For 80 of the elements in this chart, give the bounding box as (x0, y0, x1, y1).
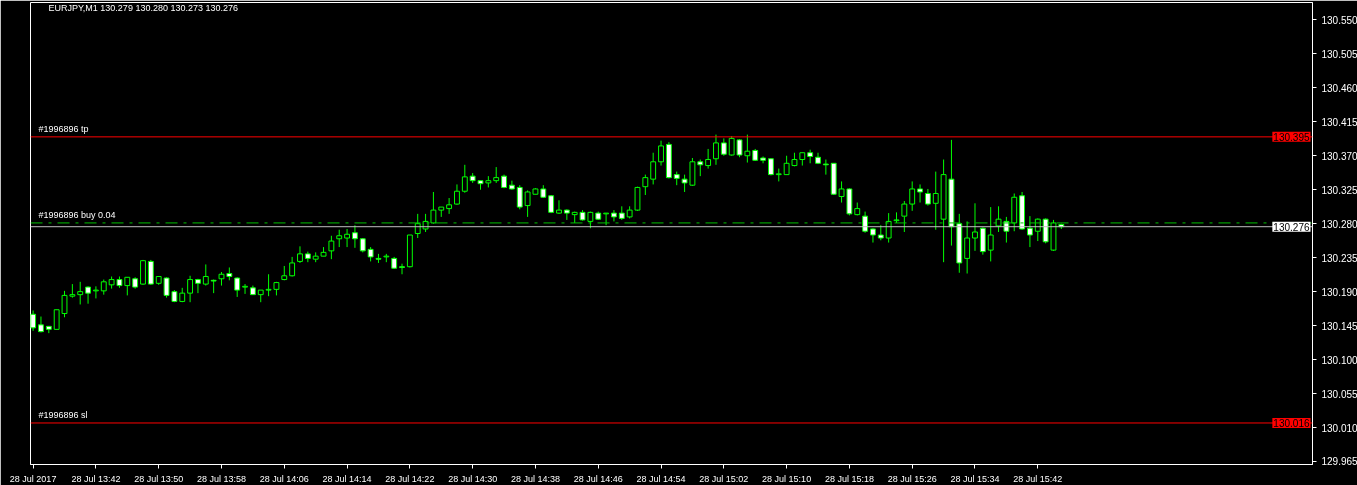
y-tick-label: 129.965 (1321, 456, 1357, 468)
candlestick (611, 209, 617, 222)
candlestick (885, 212, 892, 244)
x-tick-label: 28 Jul 15:02 (699, 473, 749, 484)
y-tick-label: 130.505 (1321, 48, 1357, 60)
candlestick (242, 283, 248, 295)
candlestick (351, 224, 358, 249)
candlestick (713, 134, 719, 166)
y-tick-label: 130.190 (1321, 286, 1357, 298)
candlestick (642, 174, 649, 196)
y-tick-label: 130.325 (1321, 184, 1357, 196)
candlestick (147, 259, 154, 286)
candlestick (987, 206, 994, 262)
x-tick-label: 28 Jul 15:10 (762, 473, 812, 484)
candlestick (932, 171, 939, 231)
x-tick-label: 28 Jul 14:14 (322, 473, 372, 484)
y-tick-label: 130.415 (1321, 116, 1357, 128)
x-tick-label: 28 Jul 14:38 (510, 473, 560, 484)
candlestick (901, 200, 908, 233)
x-tick-label: 28 Jul 14:06 (259, 473, 309, 484)
candlestick (446, 197, 453, 215)
ref-line-label: #1996896 buy 0.04 (38, 209, 116, 220)
candlestick (187, 275, 194, 303)
x-tick-label: 28 Jul 14:46 (573, 473, 623, 484)
candlestick (92, 285, 99, 299)
candlestick (289, 256, 296, 278)
candlestick (454, 183, 460, 206)
candlestick (650, 152, 657, 185)
y-tick-label: 130.055 (1321, 388, 1357, 400)
annotation: 130.016 (1273, 417, 1310, 429)
x-tick-label: 28 Jul 2017 (9, 473, 57, 484)
x-tick-label: 28 Jul 14:54 (636, 473, 686, 484)
annotation: 130.395 (1273, 131, 1310, 143)
candlestick (658, 140, 664, 167)
candlestick (140, 259, 146, 286)
candlestick (705, 148, 712, 170)
y-tick-label: 130.010 (1321, 422, 1357, 434)
candlestick (917, 183, 923, 204)
candlestick (516, 184, 523, 210)
chart-title: EURJPY,M1 130.279 130.280 130.273 130.276 (48, 2, 238, 13)
ref-line-label: #1996896 tp (38, 123, 89, 134)
x-tick-label: 28 Jul 15:34 (950, 473, 1000, 484)
y-tick-label: 130.370 (1321, 150, 1357, 162)
candlestick (85, 285, 91, 305)
candlestick (77, 281, 84, 305)
candlestick (862, 211, 869, 234)
candlestick (1027, 215, 1033, 248)
candlestick (909, 180, 916, 212)
y-tick-label: 130.235 (1321, 252, 1357, 264)
candlestick (234, 276, 241, 298)
y-tick-label: 130.145 (1321, 320, 1357, 332)
candlestick (634, 186, 641, 212)
x-tick-label: 28 Jul 15:42 (1013, 473, 1063, 484)
candlestick (556, 199, 562, 215)
x-tick-label: 28 Jul 13:42 (71, 473, 121, 484)
candlestick (202, 263, 209, 287)
ref-line-label: #1996896 sl (38, 409, 88, 420)
candlestick (979, 226, 986, 256)
candlestick (964, 220, 971, 275)
y-tick-label: 130.100 (1321, 354, 1357, 366)
x-tick-label: 28 Jul 14:30 (448, 473, 498, 484)
y-tick-label: 130.550 (1321, 14, 1357, 26)
candlestick (399, 263, 405, 275)
candlestick (461, 164, 468, 194)
x-tick-label: 28 Jul 13:58 (196, 473, 247, 484)
x-tick-label: 28 Jul 13:50 (134, 473, 184, 484)
annotation: 130.276 (1273, 221, 1310, 233)
x-tick-label: 28 Jul 15:18 (824, 473, 874, 484)
candlestick (603, 212, 610, 226)
x-tick-label: 28 Jul 15:26 (887, 473, 937, 484)
candlestick (195, 278, 201, 294)
candlestick (822, 159, 829, 176)
candlestick (328, 235, 335, 260)
y-tick-label: 130.280 (1321, 218, 1357, 230)
candlestick (972, 202, 978, 252)
y-tick-label: 130.460 (1321, 82, 1357, 94)
candlestick (297, 245, 303, 264)
candlestick (344, 228, 351, 248)
candlestick (870, 227, 876, 244)
x-tick-label: 28 Jul 14:22 (385, 473, 435, 484)
